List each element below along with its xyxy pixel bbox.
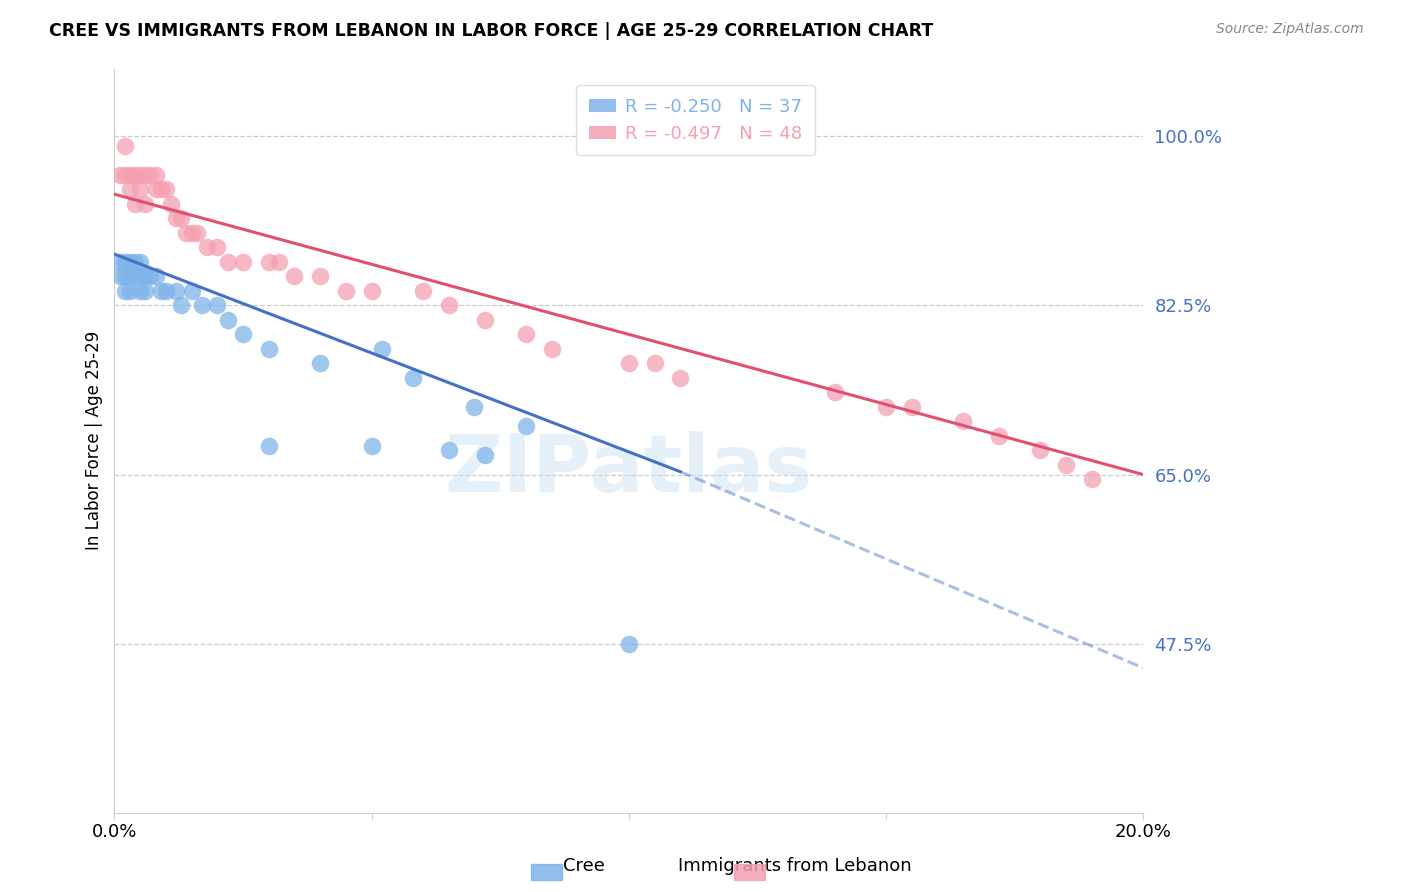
Point [267, 255, 290, 269]
Point [988, 429, 1011, 443]
Point [207, 298, 229, 312]
Point [437, 443, 460, 458]
Point [134, 269, 156, 284]
Point [515, 419, 537, 434]
Point [474, 313, 496, 327]
Legend: R = -0.250   N = 37, R = -0.497   N = 48: R = -0.250 N = 37, R = -0.497 N = 48 [576, 85, 815, 155]
Point [129, 255, 152, 269]
Point [118, 168, 141, 182]
Point [155, 182, 177, 196]
Point [149, 284, 172, 298]
Point [108, 255, 131, 269]
Point [170, 298, 193, 312]
Point [644, 356, 666, 370]
Point [180, 284, 202, 298]
Point [134, 197, 156, 211]
Point [129, 168, 152, 182]
Point [824, 385, 846, 400]
Point [114, 269, 136, 284]
Point [145, 182, 167, 196]
Point [217, 255, 239, 269]
Point [170, 211, 193, 226]
Point [108, 168, 131, 182]
Point [160, 197, 183, 211]
Point [124, 255, 146, 269]
Point [207, 240, 229, 254]
Y-axis label: In Labor Force | Age 25-29: In Labor Force | Age 25-29 [86, 331, 103, 550]
Point [257, 438, 280, 452]
Point [191, 298, 214, 312]
Point [145, 269, 167, 284]
Point [257, 342, 280, 356]
Point [360, 438, 382, 452]
Text: Source: ZipAtlas.com: Source: ZipAtlas.com [1216, 22, 1364, 37]
Point [540, 342, 562, 356]
Point [186, 226, 208, 240]
Point [139, 168, 162, 182]
Text: CREE VS IMMIGRANTS FROM LEBANON IN LABOR FORCE | AGE 25-29 CORRELATION CHART: CREE VS IMMIGRANTS FROM LEBANON IN LABOR… [49, 22, 934, 40]
Point [165, 211, 187, 226]
Point [952, 414, 974, 428]
Point [155, 284, 177, 298]
Point [114, 139, 136, 153]
Point [617, 356, 640, 370]
Point [114, 255, 136, 269]
Point [283, 269, 305, 284]
Point [412, 284, 434, 298]
Point [114, 168, 136, 182]
Point [118, 269, 141, 284]
Point [124, 269, 146, 284]
Point [129, 269, 152, 284]
Point [402, 371, 425, 385]
Point [515, 327, 537, 342]
Point [118, 182, 141, 196]
Point [232, 255, 254, 269]
Text: ZIPatlas: ZIPatlas [444, 432, 813, 509]
Point [134, 284, 156, 298]
Point [145, 168, 167, 182]
Point [309, 269, 332, 284]
Point [257, 255, 280, 269]
Point [309, 356, 332, 370]
Point [1054, 458, 1077, 472]
Point [217, 313, 239, 327]
Point [669, 371, 692, 385]
Point [139, 269, 162, 284]
Point [180, 226, 202, 240]
Point [124, 168, 146, 182]
Point [195, 240, 218, 254]
Point [129, 182, 152, 196]
Point [437, 298, 460, 312]
Point [129, 284, 152, 298]
Point [335, 284, 357, 298]
Point [617, 637, 640, 651]
Point [1029, 443, 1052, 458]
Point [118, 284, 141, 298]
Point [134, 168, 156, 182]
Point [900, 400, 922, 414]
Point [108, 269, 131, 284]
Point [118, 255, 141, 269]
Text: Cree: Cree [562, 857, 605, 875]
Point [149, 182, 172, 196]
Point [371, 342, 394, 356]
Point [176, 226, 198, 240]
Point [165, 284, 187, 298]
Text: Immigrants from Lebanon: Immigrants from Lebanon [678, 857, 911, 875]
Point [124, 197, 146, 211]
Point [360, 284, 382, 298]
Point [474, 448, 496, 462]
Point [463, 400, 485, 414]
Point [232, 327, 254, 342]
Point [114, 284, 136, 298]
Point [875, 400, 897, 414]
Point [1080, 472, 1102, 486]
